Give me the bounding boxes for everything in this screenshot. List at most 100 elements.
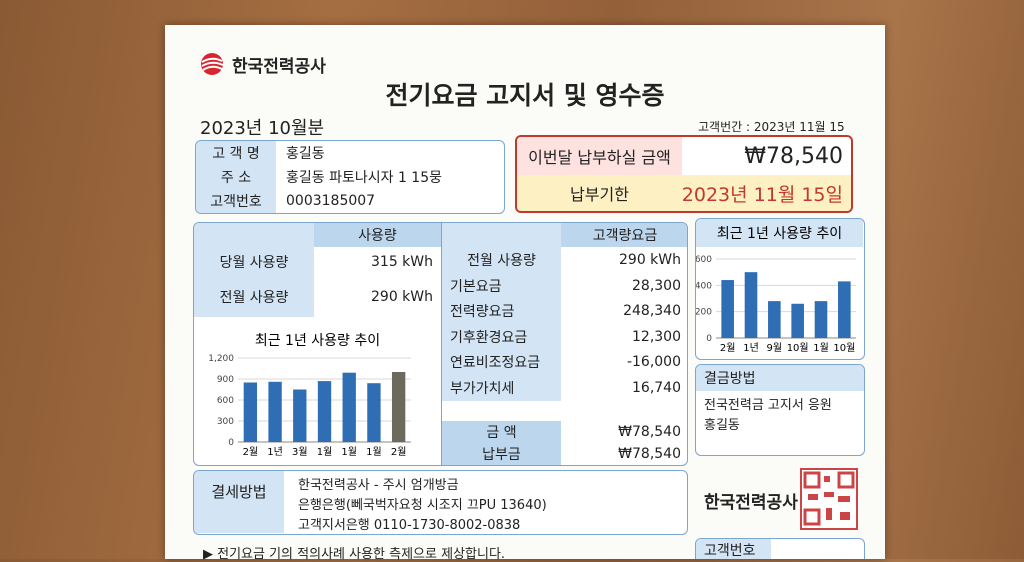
charge-label: 전력량요금	[442, 298, 561, 324]
stamp-text: 한국전력공사	[704, 493, 798, 513]
bar	[721, 280, 734, 338]
label: 전월 사용량	[194, 277, 314, 317]
x-tick-label: 1년	[743, 342, 759, 354]
charge-label: 연료비조정요금	[442, 349, 561, 375]
chart-title-bar	[696, 219, 863, 247]
y-tick-label: 600	[217, 396, 234, 406]
charge-value: 248,340	[623, 303, 681, 320]
blank	[442, 223, 561, 247]
x-tick-label: 10월	[833, 342, 855, 354]
x-tick-label: 1월	[341, 446, 357, 458]
recent-chart: 최근 1년 사용량 추이 0 200 400 600 2월 1년 9월 10월 1월 10월	[696, 219, 863, 354]
charge-value: 28,300	[632, 277, 681, 294]
pay-method-line: 전국전력금 고지서 응원	[704, 397, 832, 413]
bar	[814, 301, 828, 338]
issue-note: 고객번간 : 2023년 11월 15	[698, 120, 845, 134]
settlement-title: 결세방법	[194, 471, 284, 533]
x-tick-label: 1년	[267, 446, 283, 458]
y-tick-label: 0	[706, 334, 712, 344]
settlement-line: 고객지서은행 0110-1730-8002-0838	[298, 517, 521, 533]
charge-value: -16,000	[626, 354, 681, 371]
logo-text: 한국전력공사	[232, 57, 326, 77]
customer-box: 고 객 명 홍길동 주 소 홍길동 파토나시자 1 15뭉 고객번호 00031…	[195, 140, 505, 214]
y-tick-label: 1,200	[208, 354, 234, 364]
y-tick-label: 600	[696, 255, 712, 265]
due-date: 2023년 11월 15일	[682, 175, 851, 211]
customer-no-box: 고객번호	[695, 538, 865, 559]
label: 당월 사용량	[194, 247, 314, 277]
label: 고객번호	[196, 189, 276, 213]
customer-no-label: 고객번호	[696, 539, 771, 559]
bar	[367, 383, 381, 442]
period: 2023년 10월분	[200, 118, 325, 139]
charge-items: 기본요금 28,300 전력량요금 248,340 기후환경요금 12,300 연료비조정요…	[442, 273, 687, 421]
usage-chart: 최근 1년 사용량 추이 0 300 600 900 1,200 2월 1년 3월 1월 1월 1월 2…	[208, 333, 411, 458]
bar	[293, 389, 307, 442]
amount: ₩78,540	[744, 143, 843, 169]
total: ₩78,540	[618, 424, 681, 440]
divider	[441, 223, 442, 465]
footer-notice: ▶ 전기요금 기의 적의사례 사용한 측제으로 제상합니다.	[203, 547, 506, 562]
x-tick-label: 10월	[787, 342, 809, 354]
x-tick-label: 9월	[767, 342, 783, 354]
pay-label: 납부금	[442, 443, 561, 465]
bar	[791, 303, 804, 338]
charge-value: 16,740	[632, 379, 681, 396]
label: 주 소	[196, 165, 276, 189]
value: 315 kWh	[371, 254, 433, 270]
charge-value: 12,300	[632, 328, 681, 345]
recent-chart-box: 최근 1년 사용량 추이 0 200 400 600 2월 1년 9월 10월 1월 10월	[695, 218, 865, 360]
label: 전월 사용량	[442, 247, 561, 273]
x-tick-label: 2월	[243, 446, 259, 458]
x-tick-label: 2월	[720, 342, 736, 354]
pay-method-title: 결금방법	[696, 365, 864, 391]
charge-label: 부가가치세	[442, 375, 561, 401]
label: 고 객 명	[196, 141, 276, 165]
pay: ₩78,540	[618, 446, 681, 462]
x-tick-label: 1월	[366, 446, 382, 458]
bar	[838, 281, 851, 338]
bar	[243, 382, 258, 442]
qr-code	[800, 468, 858, 530]
total-label: 금 액	[442, 421, 561, 443]
charge-label: 기후환경요금	[442, 324, 561, 350]
x-tick-label: 2월	[391, 446, 407, 458]
title: 전기요금 고지서 및 영수증	[385, 81, 665, 110]
y-tick-label: 900	[217, 375, 234, 385]
bar	[744, 272, 758, 338]
settlement-line: 한국전력공사 - 주시 엄개방금	[298, 477, 459, 493]
y-tick-label: 400	[696, 281, 712, 291]
logo-mark	[201, 53, 224, 75]
y-tick-label: 200	[696, 308, 712, 318]
x-tick-label: 1월	[813, 342, 829, 354]
chart-title: 최근 1년 사용량 추이	[717, 226, 842, 242]
blank	[194, 223, 314, 247]
y-tick-label: 0	[228, 438, 234, 448]
bar	[317, 381, 332, 442]
value: 홍길동 파토나시자 1 15뭉	[286, 170, 442, 186]
y-tick-label: 300	[217, 417, 234, 427]
pay-method-box: 결금방법 전국전력금 고지서 응원 홍길동	[695, 364, 865, 456]
value: 290 kWh	[619, 252, 681, 268]
charge-label: 기본요금	[442, 273, 561, 299]
bar	[268, 381, 282, 442]
usage-header: 사용량	[314, 223, 441, 247]
x-tick-label: 1월	[317, 446, 333, 458]
settlement-line: 은행은행(뻬국벅자요청 시조지 끄PU 13640)	[298, 497, 547, 513]
charges-header: 고객량요금	[561, 223, 687, 247]
value: 0003185007	[286, 193, 376, 209]
value: 홍길동	[286, 146, 325, 162]
bar	[342, 372, 356, 442]
amount-label: 이번달 납부하실 금액	[517, 137, 682, 175]
pay-method-line: 홍길동	[704, 417, 740, 433]
due-label: 납부기한	[517, 175, 682, 211]
x-tick-label: 3월	[292, 446, 308, 458]
bar	[768, 301, 781, 338]
value: 290 kWh	[371, 289, 433, 305]
settlement-box: 결세방법 한국전력공사 - 주시 엄개방금 은행은행(뻬국벅자요청 시조지 끄P…	[193, 470, 688, 535]
payment-box: 이번달 납부하실 금액 ₩78,540 납부기한 2023년 11월 15일	[515, 135, 853, 213]
usage-charges-box: 사용량 당월 사용량 315 kWh 전월 사용량 290 kWh 최근 1년 …	[193, 222, 688, 466]
bar	[391, 372, 406, 442]
